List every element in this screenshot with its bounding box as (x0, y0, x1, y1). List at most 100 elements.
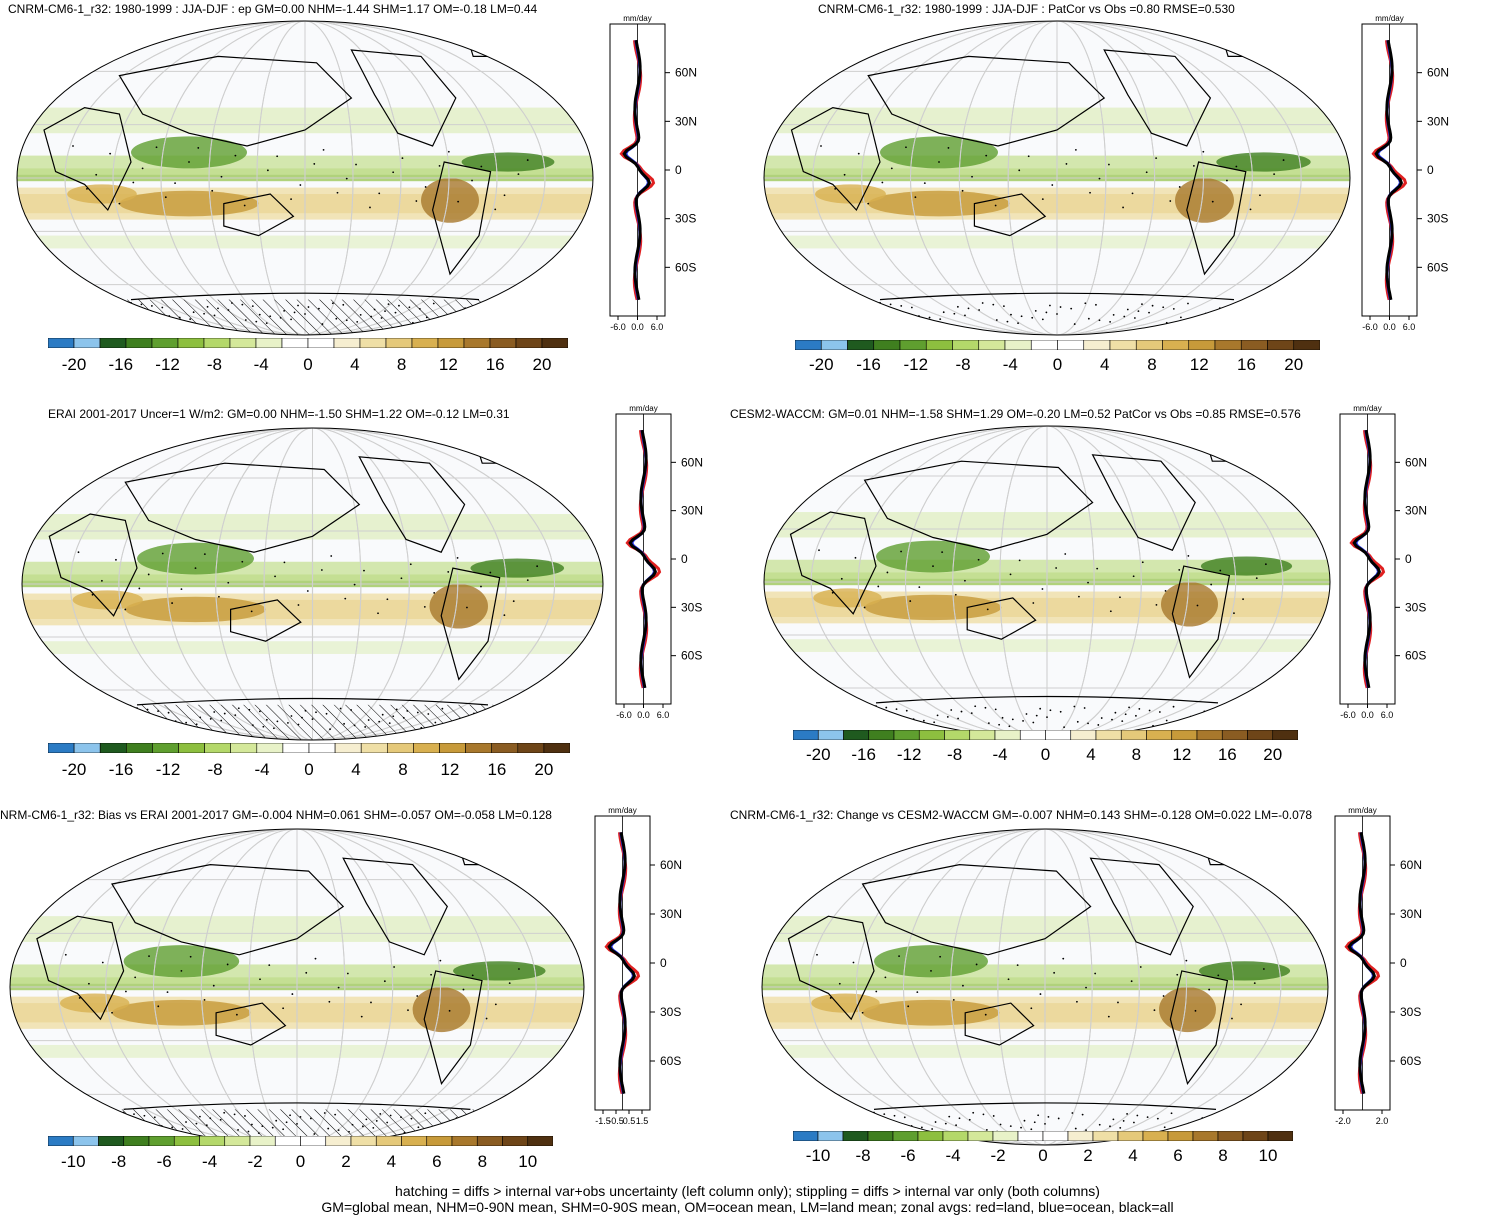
precip-map (762, 18, 1352, 338)
colorbar-label: 4 (1128, 1146, 1138, 1165)
colorbar-label: -20 (805, 745, 831, 764)
colorbar-swatch (944, 730, 971, 740)
colorbar-label: -12 (896, 745, 922, 764)
all-zonal-line (622, 39, 652, 301)
colorbar-swatch (1162, 340, 1190, 350)
panel-title: NRM-CM6-1_r32: Bias vs ERAI 2001-2017 GM… (0, 808, 552, 822)
colorbar-label: 12 (1172, 745, 1192, 764)
colorbar-swatch (1221, 730, 1248, 740)
colorbar-label: 8 (1147, 355, 1157, 374)
colorbar-swatch (308, 743, 336, 753)
colorbar-swatch (1242, 1131, 1269, 1141)
lat-tick-label: 30N (1405, 504, 1427, 518)
lat-tick-label: 60N (1405, 455, 1427, 469)
colorbar-swatch (307, 338, 335, 348)
lat-tick-label: 30N (675, 114, 697, 128)
colorbar-label: 8 (398, 760, 408, 779)
zonal-tick-label: 0.0 (1361, 710, 1374, 720)
colorbar-label: -16 (108, 760, 134, 779)
zonal-tick-label: -6.0 (1340, 710, 1356, 720)
colorbar-swatch (1042, 1131, 1069, 1141)
colorbar-label: -4 (992, 745, 1008, 764)
colorbar-swatch (1272, 730, 1298, 740)
lat-tick-label: 60S (681, 649, 702, 663)
colorbar-label: 20 (534, 760, 554, 779)
colorbar-swatch (126, 743, 153, 753)
zonal-tick-label: 0.0 (631, 322, 644, 332)
colorbar-swatch (517, 743, 545, 753)
all-zonal-line (1347, 832, 1377, 1094)
colorbar-swatch (817, 730, 844, 740)
colorbar-label: -20 (61, 760, 87, 779)
zonal-mean-plot: mm/day 60N 30N 0 30S 60S -1.5 -0.5 0.5 1.5 (585, 806, 695, 1128)
colorbar-label: 0 (1040, 745, 1051, 764)
all-zonal-line (607, 832, 637, 1094)
colorbar-swatch (437, 338, 465, 348)
colorbar-label: 12 (438, 355, 458, 374)
colorbar (48, 338, 568, 348)
colorbar-label: 0 (303, 355, 313, 374)
colorbar-swatch (515, 338, 543, 348)
precip-map (20, 425, 605, 743)
zonal-tick-label: 2.0 (1376, 1116, 1389, 1126)
colorbar-label: 20 (1284, 355, 1304, 374)
colorbar-label: -6 (156, 1152, 172, 1171)
colorbar-swatch (1293, 340, 1320, 350)
zonal-tick-label: 6.0 (651, 322, 664, 332)
colorbar-swatch (325, 1136, 352, 1146)
colorbar-swatch (843, 730, 870, 740)
precip-map (15, 18, 595, 338)
colorbar-swatch (978, 340, 1006, 350)
colorbar-label: 6 (432, 1152, 442, 1171)
colorbar-label: 4 (351, 760, 361, 779)
colorbar-label: -4 (202, 1152, 218, 1171)
colorbar-label: 4 (1100, 355, 1110, 374)
colorbar-label: -4 (254, 760, 270, 779)
colorbar (793, 1131, 1293, 1141)
colorbar-swatch (151, 338, 179, 348)
colorbar-swatch (385, 338, 413, 348)
zonal-tick-label: -6.0 (616, 710, 632, 720)
colorbar-label: 8 (1218, 1146, 1228, 1165)
zonal-tick-label: -1.5 (595, 1116, 611, 1126)
precip-map (760, 826, 1330, 1148)
lat-tick-label: 30N (660, 907, 682, 921)
colorbar-swatch (969, 730, 996, 740)
colorbar-label: 2 (341, 1152, 351, 1171)
colorbar-label: -10 (805, 1146, 831, 1165)
colorbar-swatch (1083, 340, 1111, 350)
colorbar-swatch (502, 1136, 529, 1146)
colorbar-swatch (491, 743, 519, 753)
lat-tick-label: 0 (675, 163, 682, 177)
colorbar-swatch (1247, 730, 1274, 740)
colorbar-label: 16 (1237, 355, 1256, 374)
colorbar-swatch (256, 743, 284, 753)
colorbar-swatch (426, 1136, 453, 1146)
lat-tick-label: 0 (660, 956, 667, 970)
colorbar-swatch (541, 338, 568, 348)
colorbar-label: -12 (155, 760, 181, 779)
colorbar-swatch (282, 743, 310, 753)
lat-tick-label: 30N (1427, 114, 1449, 128)
colorbar-label: 12 (440, 760, 460, 779)
colorbar-swatch (842, 1131, 869, 1141)
colorbar-label: 10 (1258, 1146, 1278, 1165)
zonal-tick-label: -0.5 (608, 1116, 624, 1126)
colorbar-swatch (249, 1136, 276, 1146)
panel-title: ERAI 2001-2017 Uncer=1 W/m2: GM=0.00 NHM… (48, 407, 510, 421)
colorbar-swatch (793, 1131, 819, 1141)
colorbar-swatch (1017, 1131, 1044, 1141)
colorbar-swatch (281, 338, 309, 348)
colorbar-swatch (1095, 730, 1122, 740)
colorbar-swatch (333, 338, 361, 348)
lat-tick-label: 60S (1427, 260, 1448, 274)
lat-tick-label: 60N (1427, 66, 1449, 80)
lat-tick-label: 30S (1400, 1005, 1421, 1019)
colorbar-swatch (375, 1136, 402, 1146)
colorbar-label: 0 (304, 760, 314, 779)
colorbar-swatch (255, 338, 283, 348)
zonal-tick-label: 6.0 (657, 710, 670, 720)
colorbar-swatch (1057, 340, 1085, 350)
colorbar-swatch (1192, 1131, 1219, 1141)
colorbar-swatch (1067, 1131, 1094, 1141)
